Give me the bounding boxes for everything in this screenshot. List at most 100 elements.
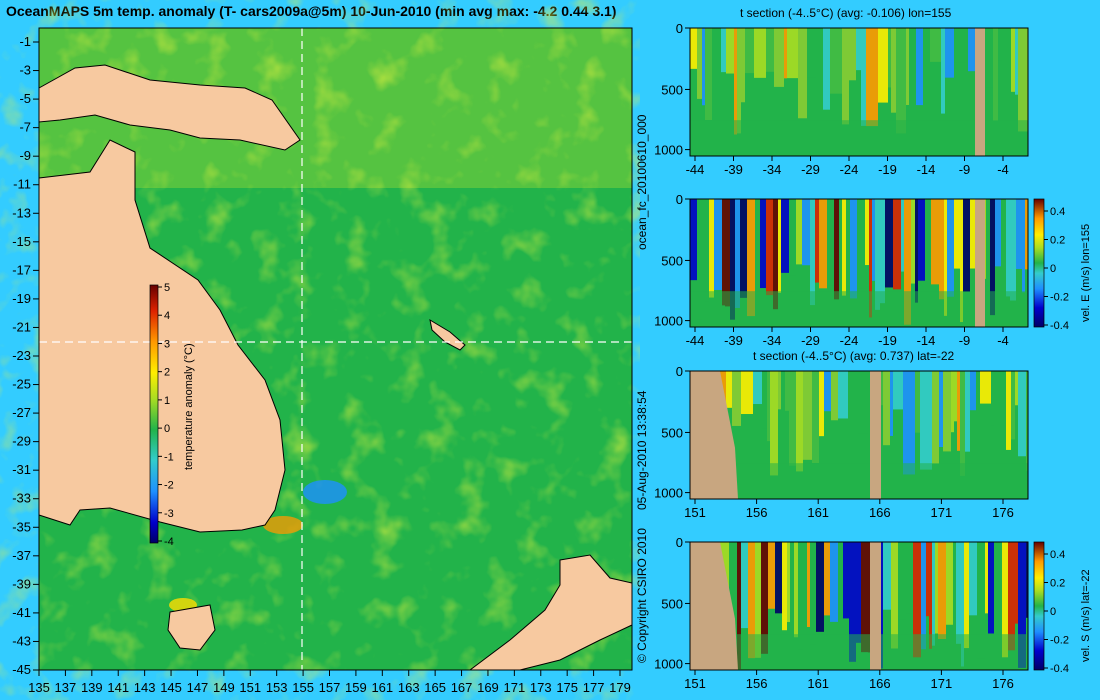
section-cell xyxy=(709,199,714,298)
lon-tick-label: 145 xyxy=(160,680,182,695)
section-cell xyxy=(849,28,856,81)
section-cell xyxy=(954,199,960,269)
section-cell xyxy=(789,371,796,466)
section-cell xyxy=(1026,371,1028,471)
section-cell xyxy=(909,28,916,137)
section-x-tick-label: 171 xyxy=(931,505,953,520)
lon-tick-label: 143 xyxy=(134,680,156,695)
lat-tick-label: -45 xyxy=(12,662,31,677)
section-cell xyxy=(745,28,754,74)
section-cell xyxy=(748,542,755,659)
section-cell xyxy=(970,199,978,269)
australia-land xyxy=(38,139,286,533)
colorbar-tick-label: -4 xyxy=(164,536,174,548)
colorbar-tick-label: -1 xyxy=(164,451,174,463)
section-cell xyxy=(1002,28,1011,91)
colorbar-tick-label: 3 xyxy=(164,338,170,350)
section-land-strip xyxy=(870,371,881,499)
section-cell xyxy=(753,371,762,405)
section-cell xyxy=(931,199,939,285)
lat-tick-label: -11 xyxy=(13,177,31,192)
section-cell xyxy=(861,542,868,653)
section-x-tick-label: -14 xyxy=(917,162,936,177)
section-cell xyxy=(977,542,985,659)
section-cell xyxy=(1016,199,1022,269)
section-cell xyxy=(690,28,697,69)
section-x-tick-label: 171 xyxy=(931,676,953,691)
panel-3-title: t section (-4..5°C) (avg: 0.737) lat=-22 xyxy=(753,349,955,363)
colorbar-label: temperature anomaly (°C) xyxy=(183,343,195,470)
section-cell xyxy=(957,371,960,451)
lon-tick-label: 173 xyxy=(530,680,552,695)
section-cell xyxy=(848,371,858,438)
section-cell xyxy=(951,371,954,433)
section-land-west xyxy=(690,371,738,499)
section-cell xyxy=(866,28,878,127)
lon-tick-label: 161 xyxy=(371,680,393,695)
colorbar-tick-label: 1 xyxy=(164,395,170,407)
section-cell xyxy=(939,371,943,447)
section-cell xyxy=(787,28,798,79)
section-cell xyxy=(891,28,896,113)
section-cell xyxy=(890,371,893,436)
section-cell xyxy=(725,199,730,307)
section-x-tick-label: -29 xyxy=(801,162,820,177)
lon-tick-label: 137 xyxy=(55,680,77,695)
section-cell xyxy=(803,371,812,460)
section-cell xyxy=(697,199,702,320)
section-cell xyxy=(735,199,740,308)
section-cell xyxy=(960,371,965,476)
section-cell xyxy=(741,28,745,103)
section-cell xyxy=(726,371,732,408)
section-cell xyxy=(843,542,849,619)
section-cell xyxy=(861,28,866,126)
section-cell xyxy=(923,28,930,121)
section-x-tick-label: -4 xyxy=(997,333,1009,348)
velocity-colorbar-tick-label: 0.4 xyxy=(1050,549,1065,561)
section-cell xyxy=(961,542,964,667)
lat-tick-label: -37 xyxy=(12,548,31,563)
section-cell xyxy=(1008,542,1015,651)
section-cell xyxy=(963,199,970,292)
section-cell xyxy=(787,542,790,623)
section-cell xyxy=(705,28,712,121)
section-cell xyxy=(741,542,748,629)
section-cell xyxy=(880,199,885,304)
section-cell xyxy=(938,542,946,639)
section-cell xyxy=(781,199,789,273)
section-cell xyxy=(815,199,819,283)
lon-tick-label: 139 xyxy=(81,680,103,695)
velocity-colorbar-tick-label: 0.4 xyxy=(1050,206,1065,218)
section-cell xyxy=(760,199,766,289)
section-cell xyxy=(768,542,775,609)
deep-layer xyxy=(690,291,1028,327)
lon-tick-label: 159 xyxy=(345,680,367,695)
section-cell xyxy=(943,371,951,452)
section-x-tick-label: -34 xyxy=(763,333,782,348)
depth-tick-label: 500 xyxy=(661,596,683,611)
section-land-strip xyxy=(975,199,985,327)
lon-tick-label: 167 xyxy=(451,680,473,695)
section-x-tick-label: 156 xyxy=(746,676,768,691)
lat-tick-label: -25 xyxy=(12,377,31,392)
section-cell xyxy=(798,542,803,650)
panel-frame xyxy=(689,198,1029,328)
section-cell xyxy=(796,371,803,472)
section-cell xyxy=(968,28,979,72)
velocity-colorbar-tick-label: -0.2 xyxy=(1050,292,1069,304)
section-cell xyxy=(767,371,770,442)
section-cell xyxy=(960,199,963,323)
depth-tick-label: 0 xyxy=(676,364,683,379)
depth-tick-label: 1000 xyxy=(654,486,683,501)
section-cell xyxy=(819,371,824,437)
section-cell xyxy=(880,542,883,669)
section-cell xyxy=(754,28,766,78)
section-cell xyxy=(842,28,849,125)
section-cell xyxy=(819,199,827,289)
section-cell xyxy=(856,28,861,71)
section-cell xyxy=(953,542,956,618)
colorbar-tick-label: 4 xyxy=(164,310,170,322)
section-cell xyxy=(956,542,961,644)
lon-tick-label: 175 xyxy=(556,680,578,695)
